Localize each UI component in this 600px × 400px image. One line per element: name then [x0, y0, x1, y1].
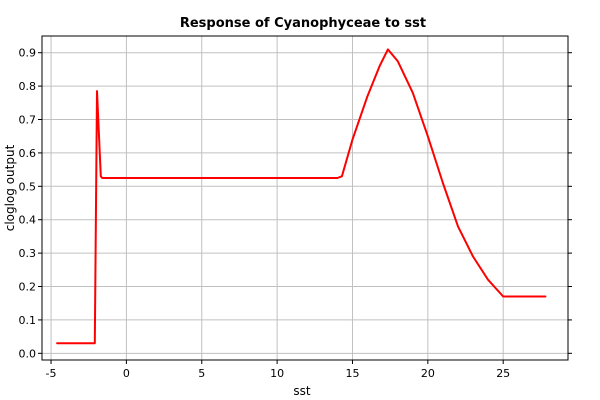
x-tick-label: 20	[421, 367, 435, 380]
chart-title: Response of Cyanophyceae to sst	[180, 16, 426, 31]
grid	[42, 36, 568, 360]
series-line	[56, 48, 547, 345]
series-layer	[56, 48, 547, 345]
y-tick-label: 0.0	[19, 347, 37, 360]
y-tick-label: 0.4	[19, 214, 37, 227]
plot-area	[41, 35, 569, 361]
x-tick-label: 25	[496, 367, 510, 380]
y-axis-label: cloglog output	[3, 144, 17, 231]
y-tick-label: 0.2	[19, 281, 37, 294]
y-tick-label: 0.9	[19, 47, 37, 60]
y-tick-label: 0.3	[19, 247, 37, 260]
plot-border	[41, 35, 569, 361]
x-axis-label: sst	[293, 384, 311, 398]
x-tick-label: 10	[270, 367, 284, 380]
axes: -5 0 5 10 15 20 25 0.0 0.1 0.2 0.3 0.4 0.5 0.6 0.7 0.8 0…	[19, 35, 572, 380]
x-tick-label: 5	[198, 367, 205, 380]
y-tick-label: 0.5	[19, 180, 37, 193]
y-tick-label: 0.1	[19, 314, 37, 327]
y-tick-label: 0.8	[19, 80, 37, 93]
y-tick-label: 0.7	[19, 114, 37, 127]
x-tick-label: 15	[345, 367, 359, 380]
x-tick-label: 0	[123, 367, 130, 380]
x-tick-label: -5	[46, 367, 57, 380]
y-tick-label: 0.6	[19, 147, 37, 160]
